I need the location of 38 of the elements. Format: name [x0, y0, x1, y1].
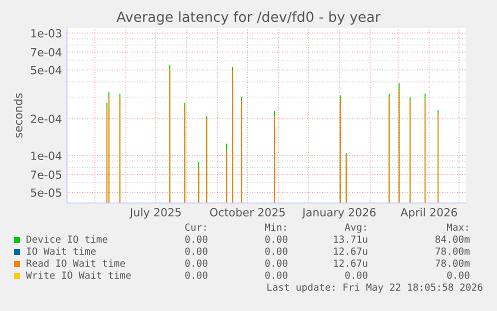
legend-label: Device IO time [26, 235, 108, 243]
text: 78.00m [436, 247, 470, 255]
text: 0.00 [265, 247, 288, 255]
y-tick-label: 7e-05 [30, 170, 62, 179]
text: Last update: Fri May 22 18:05:58 2026 [267, 283, 482, 293]
text: Cur: [185, 223, 206, 231]
text: 0.00 [185, 235, 208, 243]
y-tick-label: 1e-03 [31, 29, 62, 38]
y-tick-label: 7e-04 [30, 48, 62, 56]
x-tick-label: October 2025 [210, 208, 285, 216]
text: 12.67u [334, 259, 368, 267]
text: 0.00 [185, 271, 208, 279]
text: 0.00 [447, 271, 470, 279]
legend-label: Read IO Wait time [26, 259, 125, 267]
y-tick-label: 5e-04 [30, 66, 62, 74]
text: 0.00 [345, 271, 368, 279]
x-tick-label: April 2026 [400, 208, 457, 219]
text: 84.00m [436, 235, 470, 243]
x-tick-label: January 2026 [302, 208, 376, 219]
text: Min: [264, 223, 286, 231]
text: 0.00 [185, 247, 208, 255]
text: 0.00 [265, 259, 288, 267]
y-tick-label: 5e-05 [30, 188, 62, 197]
legend-label: IO Wait time [26, 247, 96, 255]
text: 12.67u [334, 247, 368, 255]
y-axis-title: seconds [14, 93, 22, 138]
text: 78.00m [436, 259, 470, 267]
text: Avg: [344, 224, 366, 233]
chart-title: Average latency for /dev/fd0 - by year [116, 11, 381, 25]
legend-label: Write IO Wait time [26, 271, 131, 279]
text: 13.71u [334, 235, 368, 243]
y-tick-label: 1e-04 [31, 152, 62, 160]
text: 0.00 [185, 259, 208, 267]
text: Max: [446, 224, 468, 231]
x-tick-label: July 2025 [129, 208, 181, 219]
text: 0.00 [265, 235, 288, 243]
text: 0.00 [265, 271, 288, 279]
y-tick-label: 2e-04 [30, 114, 62, 124]
